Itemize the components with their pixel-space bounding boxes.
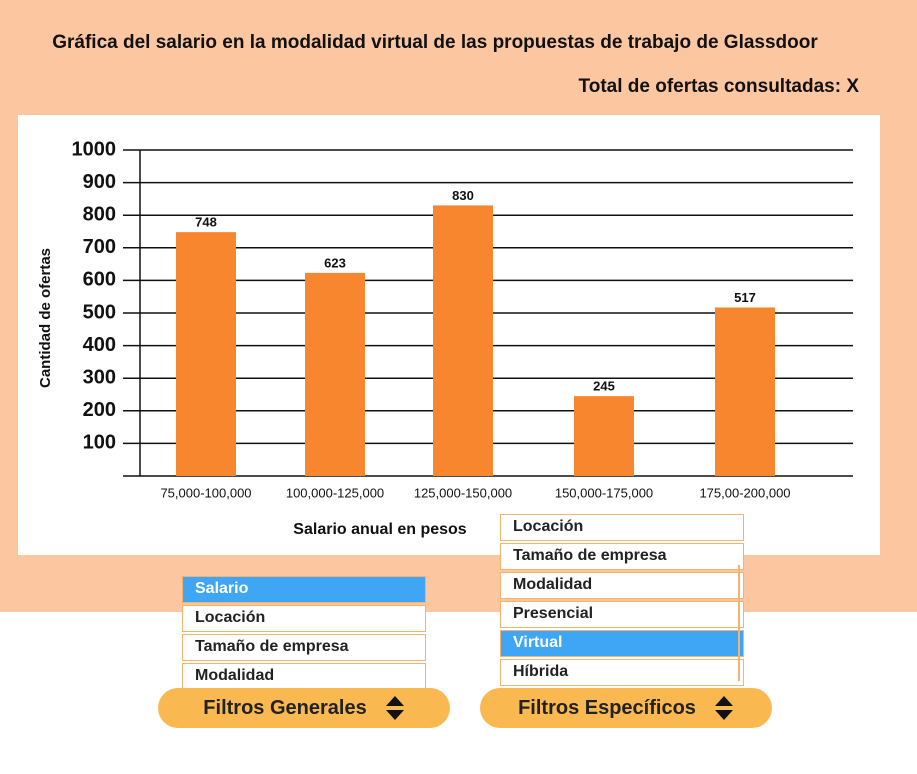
bar <box>176 232 236 476</box>
y-tick-label: 1000 <box>72 138 117 160</box>
y-tick-label: 600 <box>83 269 116 291</box>
y-tick-label: 900 <box>83 171 116 193</box>
title: Gráfica del salario en la modalidad virt… <box>52 32 818 53</box>
data-label: 245 <box>593 379 615 394</box>
bar <box>574 396 634 476</box>
filter-option[interactable]: Presencial <box>500 601 744 628</box>
filter-option[interactable]: Tamaño de empresa <box>182 634 426 661</box>
total: Total de ofertas consultadas: X <box>578 76 859 97</box>
x-axis-label: Salario anual en pesos <box>293 521 467 538</box>
y-tick-label: 100 <box>83 432 116 454</box>
button-label: Filtros Específicos <box>518 696 696 719</box>
filter-option[interactable]: Salario <box>182 576 426 603</box>
filter-option[interactable]: Locación <box>182 605 426 632</box>
data-label: 748 <box>195 215 217 230</box>
general-filter-button[interactable]: Filtros Generales <box>158 688 450 728</box>
x-tick-label: 75,000-100,000 <box>160 485 251 500</box>
y-tick-label: 700 <box>83 236 116 258</box>
y-tick-label: 500 <box>83 301 116 323</box>
specific-filter-button[interactable]: Filtros Específicos <box>480 688 772 728</box>
button-label: Filtros Generales <box>203 696 367 719</box>
filter-option[interactable]: Locación <box>500 514 744 541</box>
bar <box>433 205 493 477</box>
specific-options: Locación Tamaño de empresa Modalidad Presen… <box>500 514 744 688</box>
x-tick-label: 125,000-150,000 <box>414 485 512 500</box>
filter-option[interactable]: Modalidad <box>182 663 426 690</box>
x-tick-label: 175,00-200,000 <box>699 485 790 500</box>
y-tick-label: 200 <box>83 399 116 421</box>
sort-icon <box>385 696 404 720</box>
filter-option[interactable]: Híbrida <box>500 659 744 686</box>
data-label: 623 <box>324 255 346 270</box>
data-label: 517 <box>734 290 756 305</box>
x-tick-label: 150,000-175,000 <box>555 485 653 500</box>
y-tick-label: 300 <box>83 366 116 388</box>
filter-option[interactable]: Modalidad <box>500 572 744 599</box>
general-options: Salario Locación Tamaño de empresa Modalida… <box>182 576 426 692</box>
filter-option[interactable]: Tamaño de empresa <box>500 543 744 570</box>
bar <box>715 307 775 476</box>
y-tick-label: 800 <box>83 203 116 225</box>
y-axis-label: Cantidad de ofertas <box>37 248 54 388</box>
bar <box>305 272 365 476</box>
filter-option[interactable]: Virtual <box>500 630 744 657</box>
data-label: 830 <box>452 188 474 203</box>
x-tick-label: 100,000-125,000 <box>286 485 384 500</box>
scrollbar <box>738 565 740 681</box>
sort-icon <box>714 696 733 720</box>
y-tick-label: 400 <box>83 334 116 356</box>
